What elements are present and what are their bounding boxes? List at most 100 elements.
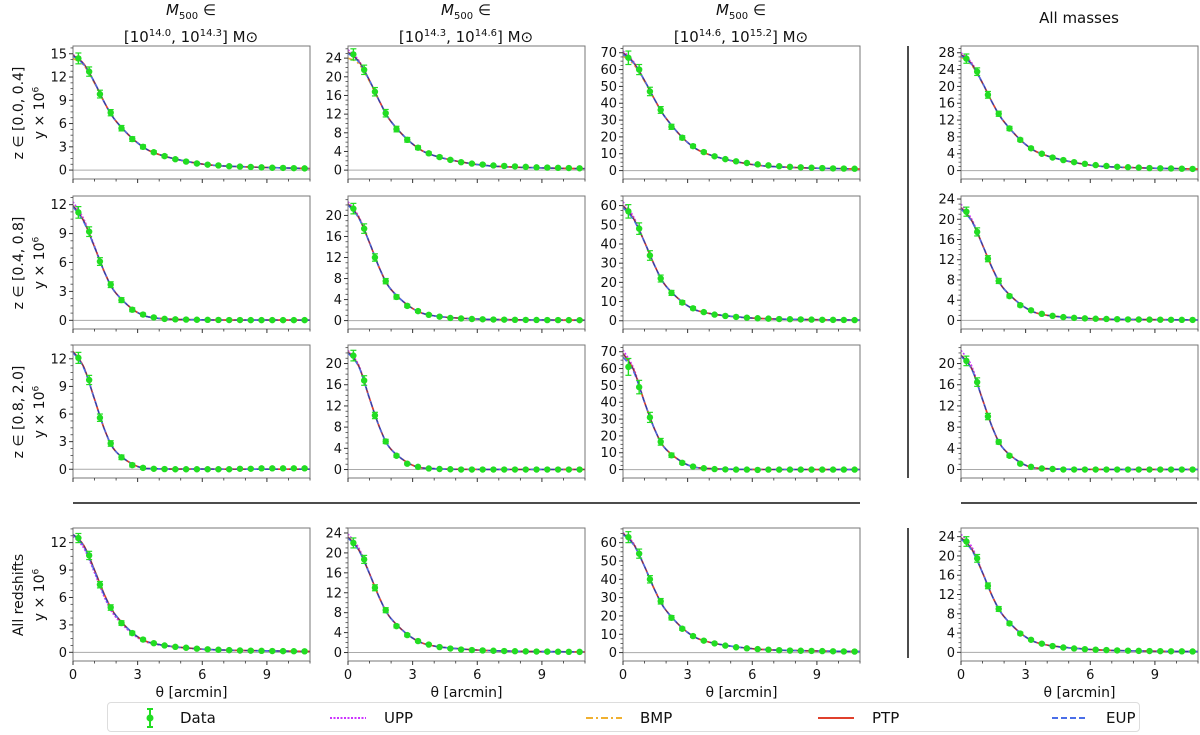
y-tick-label: 0 — [609, 314, 617, 329]
model-curve-overlap — [960, 207, 1199, 321]
data-point — [258, 316, 265, 324]
y-tick-label: 8 — [947, 421, 955, 436]
data-marker — [668, 289, 675, 297]
data-marker — [625, 54, 632, 61]
data-point — [490, 162, 497, 169]
data-marker — [1049, 642, 1056, 650]
y-tick-label: 0 — [609, 646, 617, 661]
data-point — [700, 637, 707, 644]
y-tick-label: 8 — [334, 606, 342, 621]
data-marker — [247, 647, 254, 654]
data-marker — [984, 255, 992, 262]
x-tick-label: 0 — [957, 668, 965, 683]
y-tick-label: 30 — [600, 413, 617, 428]
y-tick-label: 0 — [609, 463, 617, 478]
data-point — [75, 52, 82, 65]
y-tick-label: 70 — [600, 46, 617, 61]
data-marker — [963, 538, 970, 545]
data-point — [511, 466, 519, 473]
data-point — [479, 316, 486, 323]
data-marker — [1114, 466, 1121, 473]
data-marker — [984, 413, 992, 420]
data-marker — [468, 315, 476, 323]
y-tick-label: 3 — [59, 140, 67, 155]
data-point — [829, 648, 837, 655]
y-tick-label: 20 — [325, 70, 342, 85]
y-tick-label: 4 — [947, 294, 955, 309]
data-marker — [533, 466, 540, 473]
data-point — [301, 648, 308, 655]
data-marker — [840, 165, 848, 172]
y-axis-label-exponent: 6 — [31, 568, 42, 574]
y-tick-label: 8 — [947, 130, 955, 145]
data-marker — [1081, 315, 1089, 322]
data-marker — [404, 302, 411, 310]
data-marker — [301, 465, 308, 472]
data-marker — [554, 648, 562, 655]
data-point — [1006, 452, 1013, 459]
data-marker — [984, 582, 992, 590]
data-marker — [279, 316, 287, 324]
data-marker — [436, 643, 443, 651]
data-marker — [522, 316, 529, 324]
data-marker — [393, 125, 400, 133]
y-tick-label: 12 — [938, 588, 955, 603]
data-marker — [290, 465, 298, 472]
data-marker — [414, 144, 422, 151]
y-tick-label: 0 — [334, 314, 342, 329]
data-point — [625, 357, 632, 376]
data-point — [657, 106, 664, 114]
data-marker — [722, 642, 729, 649]
data-point — [732, 158, 740, 165]
model-curve-ptp — [960, 207, 1199, 321]
data-marker — [533, 648, 540, 655]
data-point — [479, 161, 486, 168]
data-point — [85, 550, 93, 561]
data-marker — [743, 466, 751, 473]
y-tick-label: 16 — [325, 378, 342, 393]
data-marker — [797, 647, 804, 654]
data-marker — [1006, 620, 1013, 627]
y-tick-label: 12 — [50, 352, 67, 367]
data-point — [236, 647, 244, 654]
data-marker — [1124, 647, 1132, 654]
data-marker — [511, 466, 519, 473]
data-point — [290, 648, 298, 655]
data-point — [1049, 642, 1056, 650]
y-tick-label: 8 — [947, 273, 955, 288]
x-tick-label: 0 — [344, 668, 352, 683]
data-marker — [290, 164, 298, 172]
data-point — [204, 316, 211, 324]
x-tick-label: 0 — [69, 668, 77, 683]
y-tick-label: 20 — [600, 130, 617, 145]
data-point — [554, 466, 562, 473]
y-tick-label: 4 — [947, 627, 955, 642]
data-marker — [995, 110, 1002, 117]
data-point — [1189, 165, 1196, 173]
y-tick-label: 30 — [600, 257, 617, 272]
data-marker — [204, 466, 211, 473]
data-marker — [226, 163, 233, 170]
y-tick-label: 6 — [59, 591, 67, 606]
model-curve-overlap — [347, 536, 586, 653]
model-curve-eup — [960, 538, 1199, 653]
data-marker — [1017, 302, 1024, 309]
data-point — [565, 466, 573, 473]
data-point — [689, 305, 697, 312]
model-curve-ptp — [347, 203, 586, 321]
data-marker — [625, 208, 632, 215]
data-marker — [1038, 150, 1045, 157]
mass-unit: M⊙ — [782, 28, 809, 46]
data-marker — [1027, 145, 1035, 152]
data-point — [776, 466, 783, 473]
data-point — [468, 315, 476, 323]
data-marker — [533, 316, 540, 324]
model-curve-eup — [960, 208, 1199, 321]
data-point — [1124, 316, 1132, 323]
data-point — [414, 637, 422, 645]
data-point — [447, 645, 454, 652]
y-tick-label: 16 — [938, 97, 955, 112]
data-point — [269, 647, 276, 655]
